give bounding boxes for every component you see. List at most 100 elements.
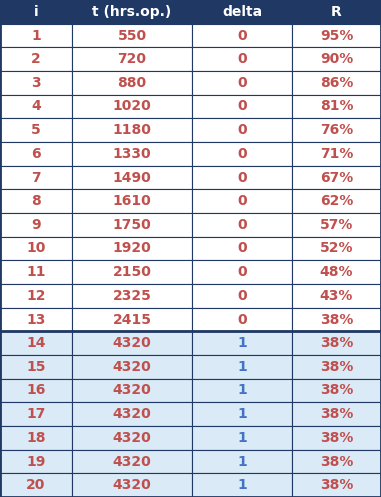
Bar	[192, 403, 292, 426]
Bar	[0, 47, 72, 71]
Text: 52%: 52%	[320, 242, 353, 255]
Bar	[0, 213, 72, 237]
Text: 4320: 4320	[113, 336, 151, 350]
Text: 48%: 48%	[320, 265, 353, 279]
Text: 38%: 38%	[320, 407, 353, 421]
Text: 1610: 1610	[113, 194, 151, 208]
Text: 38%: 38%	[320, 431, 353, 445]
Text: 90%: 90%	[320, 52, 353, 66]
Text: 14: 14	[26, 336, 46, 350]
Text: 62%: 62%	[320, 194, 353, 208]
Text: 18: 18	[26, 431, 46, 445]
Bar	[192, 189, 292, 213]
Text: 5: 5	[31, 123, 41, 137]
Bar	[0, 118, 72, 142]
Text: 0: 0	[237, 76, 247, 90]
Text: 67%: 67%	[320, 170, 353, 184]
Text: 7: 7	[31, 170, 41, 184]
Bar	[192, 284, 292, 308]
Bar	[292, 426, 381, 450]
Bar	[192, 94, 292, 118]
Text: 0: 0	[237, 313, 247, 327]
Text: 38%: 38%	[320, 360, 353, 374]
Bar	[72, 142, 192, 166]
Text: 2415: 2415	[112, 313, 152, 327]
Text: 15: 15	[26, 360, 46, 374]
Text: 1: 1	[237, 407, 247, 421]
Bar	[292, 166, 381, 189]
Bar	[72, 331, 192, 355]
Text: 1330: 1330	[113, 147, 151, 161]
Text: 1: 1	[237, 454, 247, 469]
Bar	[72, 166, 192, 189]
Text: 880: 880	[117, 76, 147, 90]
Text: 38%: 38%	[320, 384, 353, 398]
Bar	[292, 142, 381, 166]
Bar	[192, 0, 292, 24]
Text: 0: 0	[237, 194, 247, 208]
Bar	[192, 237, 292, 260]
Bar	[292, 94, 381, 118]
Text: 720: 720	[117, 52, 147, 66]
Bar	[192, 331, 292, 355]
Bar	[72, 71, 192, 94]
Bar	[0, 284, 72, 308]
Bar	[292, 71, 381, 94]
Bar	[0, 0, 72, 24]
Bar	[72, 24, 192, 47]
Text: 1: 1	[237, 360, 247, 374]
Bar	[72, 450, 192, 473]
Bar	[0, 450, 72, 473]
Bar	[0, 379, 72, 403]
Text: 4320: 4320	[113, 478, 151, 492]
Bar	[292, 260, 381, 284]
Text: 12: 12	[26, 289, 46, 303]
Bar	[72, 403, 192, 426]
Bar	[292, 450, 381, 473]
Text: 2325: 2325	[112, 289, 151, 303]
Bar	[292, 331, 381, 355]
Text: 8: 8	[31, 194, 41, 208]
Text: 9: 9	[31, 218, 41, 232]
Text: 4320: 4320	[113, 360, 151, 374]
Bar	[72, 308, 192, 331]
Text: 19: 19	[26, 454, 46, 469]
Bar	[292, 308, 381, 331]
Text: 1: 1	[31, 28, 41, 43]
Bar	[192, 308, 292, 331]
Bar	[72, 237, 192, 260]
Text: 38%: 38%	[320, 454, 353, 469]
Bar	[192, 473, 292, 497]
Bar	[292, 0, 381, 24]
Bar	[192, 24, 292, 47]
Bar	[0, 24, 72, 47]
Bar	[0, 355, 72, 379]
Text: 13: 13	[26, 313, 46, 327]
Text: 38%: 38%	[320, 478, 353, 492]
Text: 16: 16	[26, 384, 46, 398]
Text: 1: 1	[237, 478, 247, 492]
Text: delta: delta	[222, 5, 262, 19]
Bar	[292, 24, 381, 47]
Bar	[72, 189, 192, 213]
Bar	[72, 426, 192, 450]
Bar	[0, 94, 72, 118]
Bar	[192, 142, 292, 166]
Text: 1: 1	[237, 431, 247, 445]
Bar	[292, 189, 381, 213]
Text: 38%: 38%	[320, 313, 353, 327]
Bar	[192, 450, 292, 473]
Bar	[292, 284, 381, 308]
Bar	[192, 379, 292, 403]
Text: 4: 4	[31, 99, 41, 113]
Bar	[192, 166, 292, 189]
Bar	[0, 237, 72, 260]
Bar	[72, 94, 192, 118]
Bar	[192, 71, 292, 94]
Text: 3: 3	[31, 76, 41, 90]
Bar	[0, 189, 72, 213]
Text: 17: 17	[26, 407, 46, 421]
Text: 4320: 4320	[113, 454, 151, 469]
Bar	[192, 213, 292, 237]
Text: 10: 10	[26, 242, 46, 255]
